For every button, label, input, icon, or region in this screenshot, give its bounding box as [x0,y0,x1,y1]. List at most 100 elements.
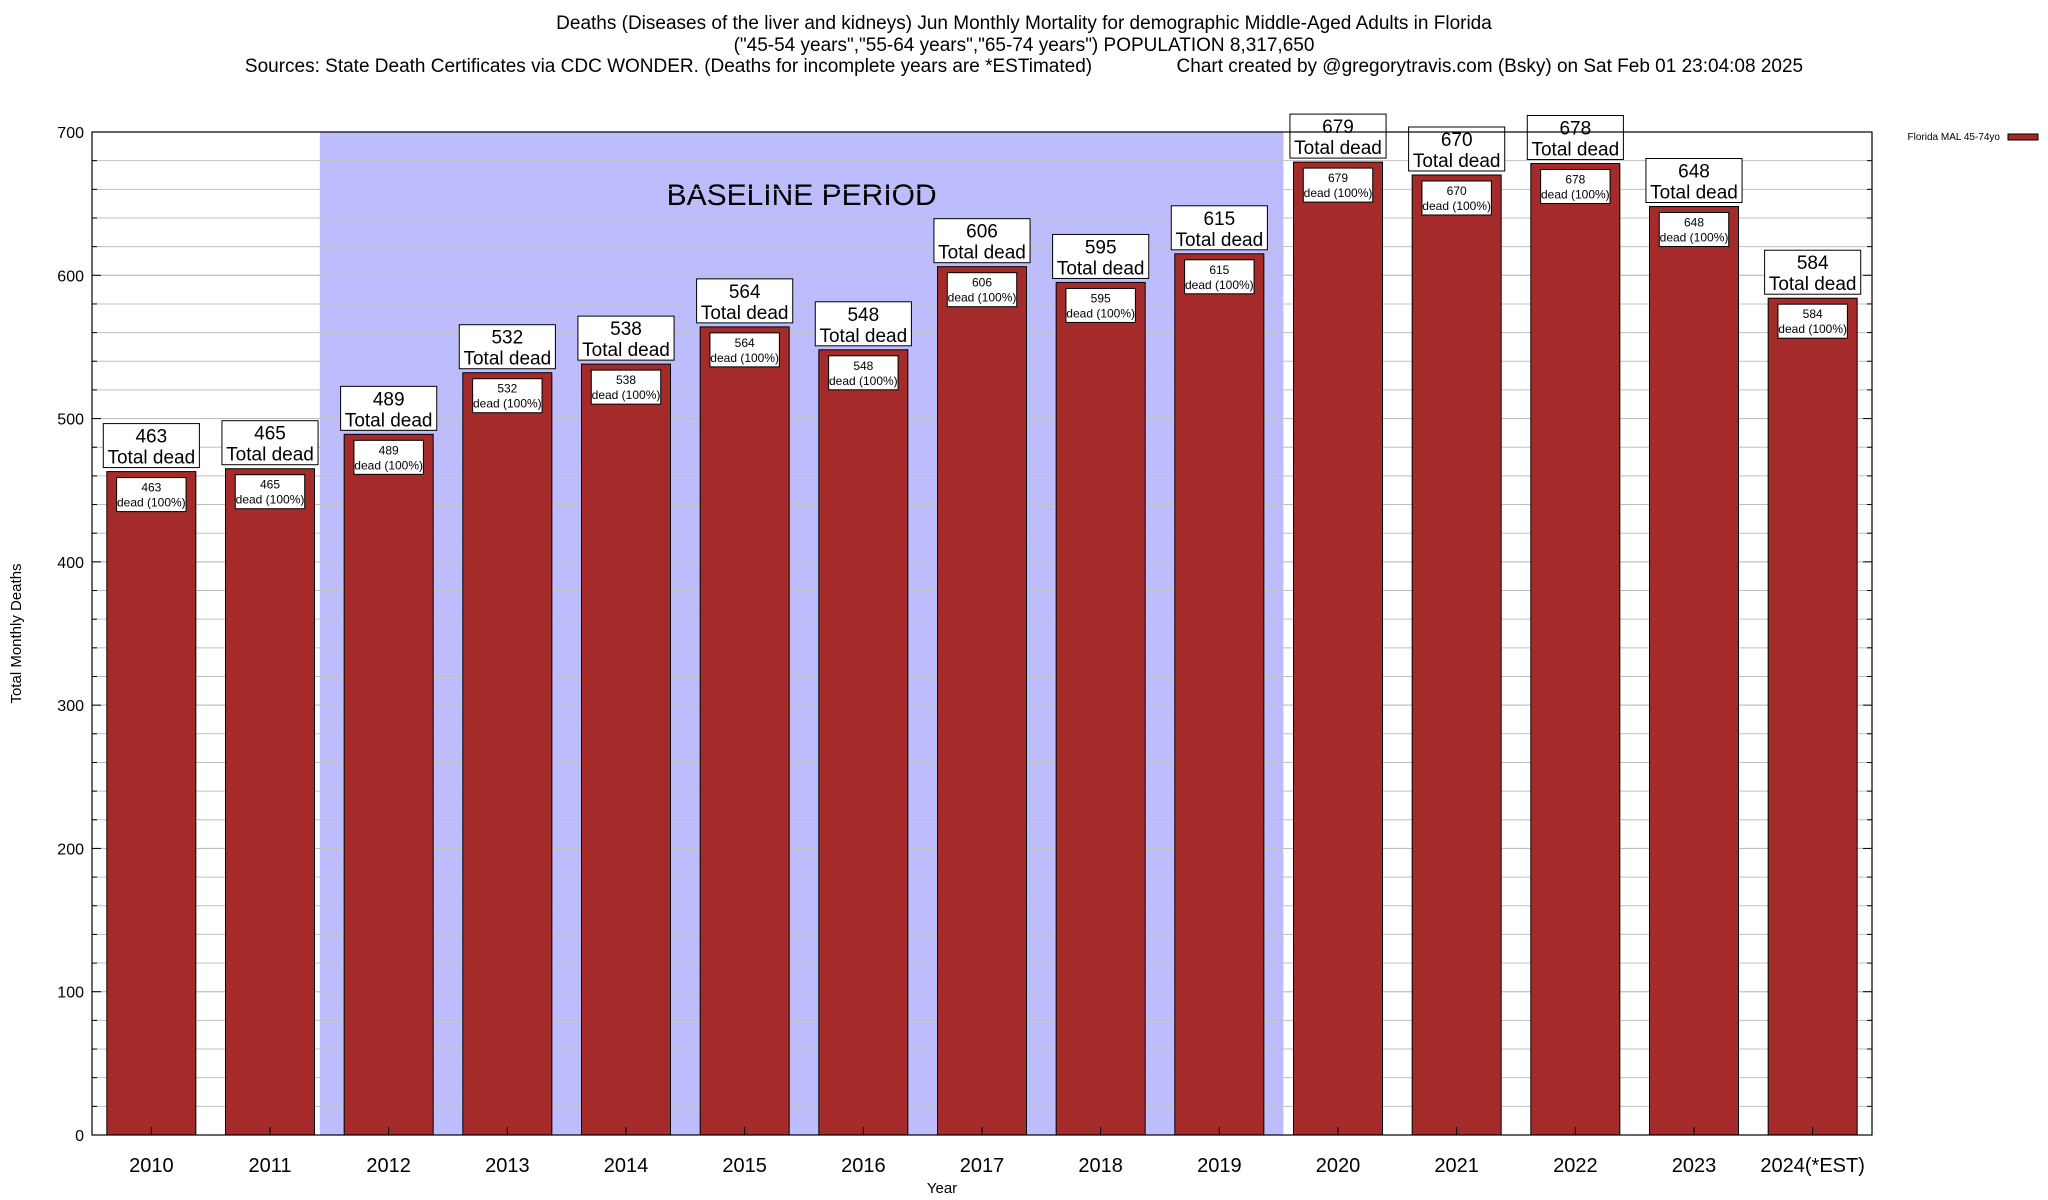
bar-inner-value-label: 538 [616,373,636,387]
bar [1411,174,1502,1136]
bar-top-label-box [1289,113,1387,159]
bar-top-label-box [458,324,556,370]
bar-inner-label-box [1540,169,1611,205]
bar [1055,281,1146,1136]
bar-top-label-box [221,420,319,466]
bar-top-total-label: Total dead [582,340,670,361]
x-tick-label: 2019 [1197,1155,1242,1177]
bar-inner-label-box [1777,303,1848,339]
bar-top-label-box [1408,126,1506,172]
x-axis-label: Year [927,1180,957,1197]
x-tick-label: 2016 [841,1155,886,1177]
x-tick-label: 2010 [129,1155,174,1177]
bar-top-total-label: Total dead [1650,183,1738,204]
y-tick-label: 400 [57,555,84,572]
bar-top-value-label: 606 [966,222,998,243]
bar-top-total-label: Total dead [819,326,907,347]
bar-inner-percent-label: dead (100%) [1660,231,1729,245]
bar-top-label-box [814,301,912,347]
bar-inner-value-label: 584 [1803,307,1823,321]
bar [1174,253,1265,1136]
bar-top-total-label: Total dead [1531,140,1619,161]
bar-top-label-box [1526,115,1624,161]
bar-top-total-label: Total dead [1413,151,1501,172]
bar-top-total-label: Total dead [1057,258,1145,279]
bar-top-label-box [1645,158,1743,204]
bar-top-value-label: 595 [1085,237,1117,258]
bar-inner-value-label: 548 [853,359,873,373]
bar-top-total-label: Total dead [107,448,195,469]
bar-top-label-box [933,218,1031,264]
bar-top-total-label: Total dead [226,445,314,466]
y-tick-label: 500 [57,412,84,429]
bar-top-value-label: 465 [254,424,286,445]
chart-subtitle-sources: Sources: State Death Certificates via CD… [244,56,1804,77]
bar-inner-percent-label: dead (100%) [1778,322,1847,336]
bar [343,433,434,1136]
bar-inner-label-box [828,355,899,391]
chart-title: Deaths (Diseases of the liver and kidney… [556,13,1492,34]
bar-inner-label-box [1302,167,1374,203]
bar-top-label-box [1170,205,1268,251]
bar-top-value-label: 615 [1203,209,1235,230]
bar-inner-label-box [116,477,187,513]
bar-top-label-box [340,385,438,431]
bar-top-total-label: Total dead [345,410,433,431]
bar-inner-percent-label: dead (100%) [1304,186,1373,200]
x-tick-label: 2017 [960,1155,1005,1177]
bar-inner-value-label: 670 [1447,184,1467,198]
bar [462,372,553,1136]
x-tick-label: 2022 [1553,1155,1598,1177]
bar-inner-percent-label: dead (100%) [354,458,423,472]
bar [1767,297,1858,1136]
x-tick-label: 2020 [1316,1155,1361,1177]
bar-top-label-box [696,278,794,324]
bar-inner-value-label: 532 [497,382,517,396]
legend-swatch [2007,133,2039,141]
bar [1530,163,1621,1136]
bar-top-label-box [1052,233,1150,279]
axes-layer: 0 100 200 300 400 500 600 700 2010 2011 2012 2013 20… [8,125,1873,1197]
bar-inner-percent-label: dead (100%) [117,496,186,510]
bar-top-label-box [102,423,200,469]
bar-inner-percent-label: dead (100%) [1185,278,1254,292]
bar-inner-label-box [709,332,780,368]
y-tick-label: 300 [57,698,84,715]
bar-inner-percent-label: dead (100%) [710,351,779,365]
bar-inner-value-label: 595 [1091,291,1111,305]
y-axis-label: Total Monthly Deaths [8,563,25,703]
bar [1649,206,1739,1136]
bar-inner-percent-label: dead (100%) [829,374,898,388]
chart-subtitle-population: ("45-54 years","55-64 years","65-74 year… [733,35,1315,56]
bar-inner-label-box [234,474,306,510]
bar-top-total-label: Total dead [1769,274,1857,295]
bar-inner-percent-label: dead (100%) [473,397,542,411]
bar-inner-label-box [353,439,424,475]
bar-top-value-label: 678 [1559,119,1591,140]
bar-top-value-label: 584 [1797,253,1829,274]
x-tick-label: 2024(*EST) [1760,1155,1865,1177]
y-tick-label: 100 [57,985,84,1002]
bar-inner-percent-label: dead (100%) [1422,199,1491,213]
bar-inner-label-box [1184,259,1255,295]
bar-top-value-label: 564 [729,282,761,303]
bar-top-value-label: 548 [847,305,879,326]
bar-inner-label-box [472,378,543,414]
x-tick-label: 2011 [248,1155,291,1177]
bar-top-value-label: 532 [491,328,523,349]
bar-top-value-label: 679 [1322,117,1354,138]
bar-inner-label-box [590,369,662,405]
x-tick-label: 2014 [604,1155,649,1177]
bar-top-value-label: 463 [135,427,167,448]
plot-border [91,131,1873,1136]
bar [699,326,790,1136]
x-tick-label: 2015 [722,1155,767,1177]
bar-inner-percent-label: dead (100%) [236,493,305,507]
bar-top-total-label: Total dead [938,243,1026,264]
bar [937,266,1027,1136]
bar-inner-percent-label: dead (100%) [948,291,1017,305]
bar-top-total-label: Total dead [701,303,789,324]
x-tick-label: 2012 [366,1155,411,1177]
